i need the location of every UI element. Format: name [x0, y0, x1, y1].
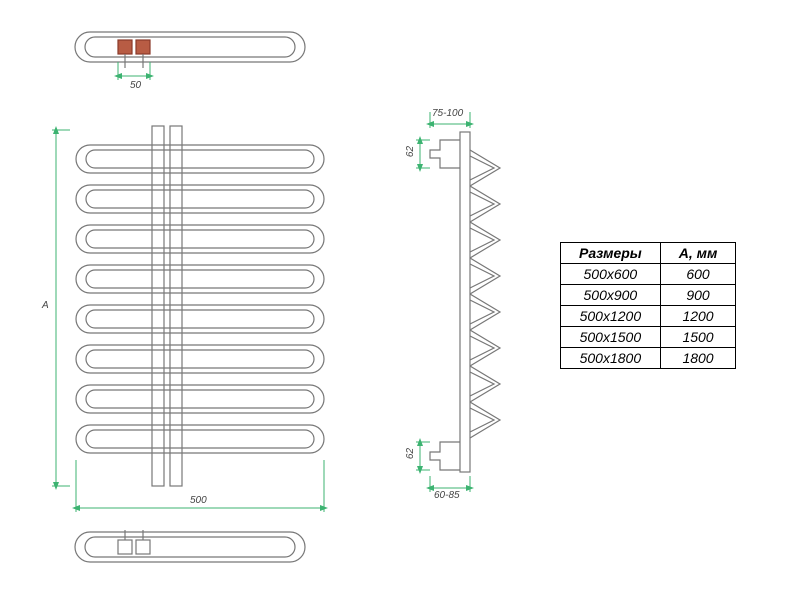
dim-front-height: A [42, 300, 49, 311]
table-header: Размеры [561, 243, 661, 264]
top-view [75, 32, 305, 68]
table-header: А, мм [660, 243, 736, 264]
dim-side-bot-depth: 60-85 [434, 490, 460, 501]
table-row: 500x18001800 [561, 348, 736, 369]
table-cell: 1200 [660, 306, 736, 327]
bottom-view [75, 530, 305, 562]
technical-drawing: 50 500 A 75-100 62 62 60-85 Размеры А, м… [0, 0, 800, 600]
dim-side-top-br: 62 [405, 146, 416, 157]
table-cell: 1500 [660, 327, 736, 348]
dim-top-spacing: 50 [130, 80, 141, 91]
side-view [430, 132, 500, 472]
table-cell: 900 [660, 285, 736, 306]
front-view [76, 126, 324, 486]
size-table: Размеры А, мм 500x600600 500x900900 500x… [560, 242, 736, 369]
dim-side-bot-br: 62 [405, 448, 416, 459]
dim-front-width: 500 [190, 495, 207, 506]
table-cell: 1800 [660, 348, 736, 369]
table-row: 500x15001500 [561, 327, 736, 348]
table-row: 500x900900 [561, 285, 736, 306]
table-cell: 500x1800 [561, 348, 661, 369]
table-row: 500x600600 [561, 264, 736, 285]
table-cell: 600 [660, 264, 736, 285]
table-cell: 500x1200 [561, 306, 661, 327]
table-cell: 500x900 [561, 285, 661, 306]
dim-side-top-off: 75-100 [432, 108, 463, 119]
table-cell: 500x1500 [561, 327, 661, 348]
table-row: 500x12001200 [561, 306, 736, 327]
table-cell: 500x600 [561, 264, 661, 285]
table-header-row: Размеры А, мм [561, 243, 736, 264]
